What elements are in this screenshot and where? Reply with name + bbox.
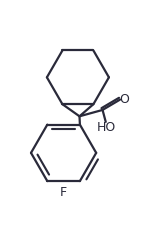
Text: F: F xyxy=(60,186,67,199)
Text: O: O xyxy=(119,93,129,106)
Text: HO: HO xyxy=(97,122,116,134)
